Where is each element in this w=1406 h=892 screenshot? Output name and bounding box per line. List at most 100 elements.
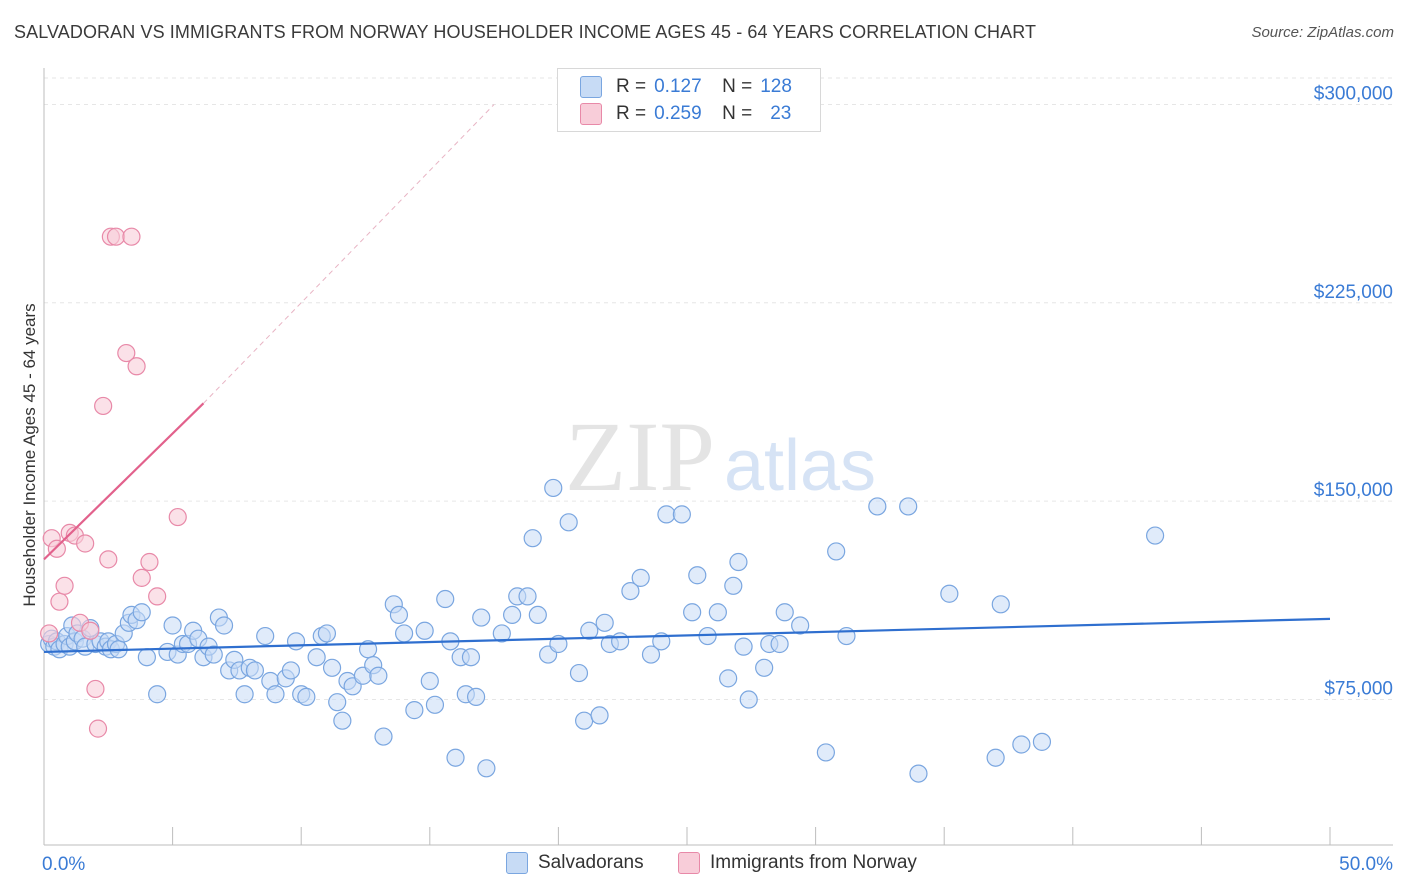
legend-swatch-norway: [580, 103, 602, 125]
legend-r-label: R =: [616, 76, 647, 97]
point-salvadoran: [369, 666, 388, 685]
chart-title: SALVADORAN VS IMMIGRANTS FROM NORWAY HOU…: [14, 22, 1037, 42]
point-norway: [106, 227, 126, 246]
point-salvadoran: [266, 685, 285, 704]
point-salvadoran: [1032, 732, 1052, 751]
point-salvadoran: [333, 711, 352, 730]
point-salvadoran: [724, 576, 743, 595]
point-norway: [50, 592, 69, 611]
point-salvadoran: [575, 711, 594, 730]
axes: [43, 68, 1393, 846]
legend-r-label: R =: [616, 103, 647, 124]
point-salvadoran: [235, 685, 254, 704]
series-norway: [40, 227, 187, 738]
point-norway: [168, 507, 187, 527]
point-salvadoran: [791, 616, 810, 635]
legend-swatch-salvadorans: [506, 852, 528, 874]
point-salvadoran: [461, 648, 481, 667]
point-salvadoran: [394, 624, 414, 643]
point-salvadoran: [317, 624, 337, 643]
point-norway: [148, 587, 167, 606]
legend-swatch-norway: [678, 852, 700, 874]
point-salvadoran: [256, 626, 275, 646]
point-salvadoran: [405, 701, 424, 720]
trend-line-norway: [43, 402, 205, 561]
point-salvadoran: [374, 727, 393, 746]
point-norway: [86, 679, 105, 699]
y-tick-label: $150,000: [1314, 480, 1393, 501]
point-salvadoran: [328, 693, 347, 712]
point-salvadoran: [518, 587, 537, 606]
point-salvadoran: [827, 542, 846, 561]
point-salvadoran: [580, 621, 599, 640]
point-salvadoran: [775, 603, 794, 622]
point-salvadoran: [544, 478, 563, 498]
point-salvadoran: [688, 566, 707, 585]
legend-row-norway: R = 0.259 N = 23: [580, 102, 791, 126]
point-salvadoran: [770, 634, 789, 654]
point-salvadoran: [528, 605, 547, 625]
point-salvadoran: [590, 706, 609, 725]
point-salvadoran: [436, 589, 455, 609]
point-salvadoran: [868, 497, 887, 516]
legend-n-value: 23: [770, 103, 792, 124]
x-tick-label-max: 50.0%: [1339, 854, 1393, 875]
x-tick-labels: 0.0% 50.0%: [42, 854, 1393, 875]
point-salvadoran: [420, 671, 439, 691]
point-salvadoran: [204, 645, 223, 664]
trend-line-norway-extension: [203, 104, 495, 404]
point-salvadoran: [683, 603, 702, 622]
legend-label-norway: Immigrants from Norway: [710, 852, 917, 873]
point-norway: [47, 539, 66, 558]
legend-item-norway[interactable]: Immigrants from Norway: [678, 852, 917, 874]
point-salvadoran: [245, 661, 265, 680]
trend-lines: [43, 104, 1331, 654]
point-salvadoran: [708, 603, 727, 622]
x-tick-label-min: 0.0%: [42, 854, 85, 875]
point-salvadoran: [214, 616, 234, 635]
point-salvadoran: [940, 584, 959, 603]
correlation-legend: R = 0.127 N = 128 R = 0.259 N = 23: [557, 68, 821, 132]
y-tick-labels: $75,000 $150,000 $225,000 $300,000: [1314, 83, 1393, 699]
point-salvadoran: [415, 621, 434, 640]
point-salvadoran: [503, 605, 522, 625]
point-norway: [94, 396, 113, 416]
point-salvadoran: [621, 581, 640, 601]
point-salvadoran: [1012, 735, 1031, 754]
point-salvadoran: [755, 658, 774, 677]
point-salvadoran: [641, 645, 661, 664]
point-salvadoran: [729, 552, 748, 572]
point-salvadoran: [466, 687, 486, 706]
point-salvadoran: [523, 529, 542, 548]
source-label: Source: ZipAtlas.com: [1251, 24, 1394, 41]
point-salvadoran: [1146, 526, 1165, 545]
series-legend: Salvadorans Immigrants from Norway: [0, 852, 1406, 878]
point-salvadoran: [816, 743, 835, 762]
point-norway: [88, 719, 108, 738]
watermark-zip: ZIP: [565, 401, 715, 512]
legend-n-label: N =: [722, 76, 753, 97]
legend-row-salvadorans: R = 0.127 N = 128: [580, 75, 792, 99]
point-salvadoran: [281, 661, 301, 680]
legend-item-salvadorans[interactable]: Salvadorans: [506, 852, 644, 874]
point-salvadoran: [631, 568, 650, 587]
legend-label-salvadorans: Salvadorans: [538, 852, 644, 873]
point-salvadoran: [389, 605, 409, 625]
point-salvadoran: [991, 595, 1010, 614]
point-salvadoran: [734, 637, 753, 656]
point-salvadoran: [739, 690, 758, 709]
point-salvadoran: [148, 685, 167, 704]
point-salvadoran: [492, 624, 511, 643]
point-salvadoran: [472, 608, 491, 627]
point-salvadoran: [286, 632, 306, 651]
point-norway: [117, 343, 136, 363]
point-salvadoran: [986, 748, 1005, 767]
point-salvadoran: [425, 695, 445, 714]
series-salvadorans: [40, 478, 1165, 783]
point-salvadoran: [307, 648, 326, 667]
y-tick-label: $300,000: [1314, 83, 1393, 104]
point-norway: [122, 227, 141, 246]
point-salvadoran: [909, 764, 928, 783]
point-salvadoran: [477, 759, 496, 778]
